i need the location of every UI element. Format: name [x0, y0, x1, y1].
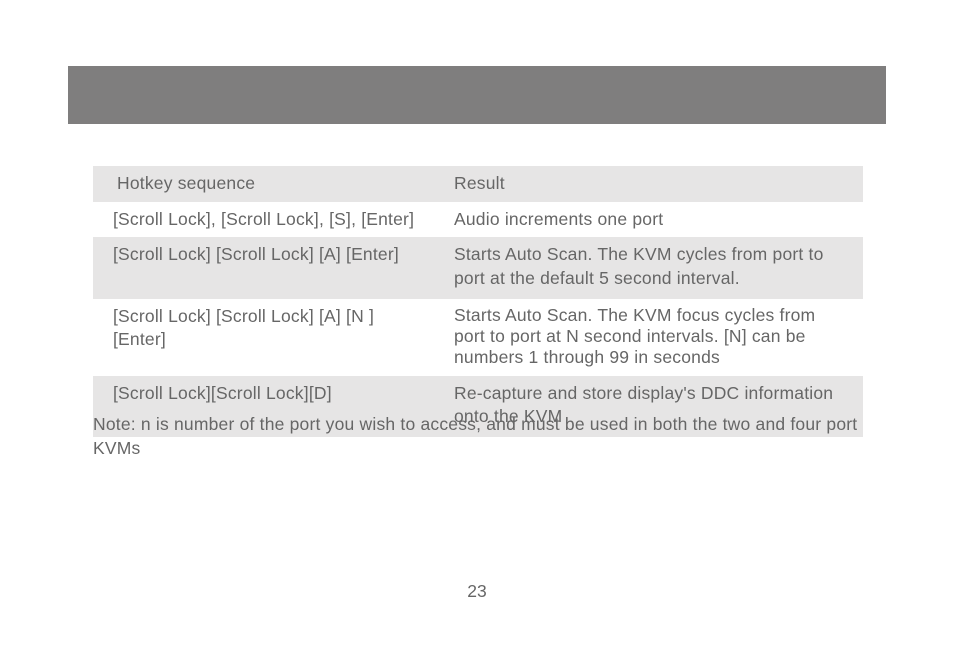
- hotkey-cell: [Scroll Lock] [Scroll Lock] [A] [N ] [En…: [93, 299, 444, 376]
- table-row: [Scroll Lock], [Scroll Lock], [S], [Ente…: [93, 202, 863, 238]
- result-cell: Starts Auto Scan. The KVM cycles from po…: [444, 237, 863, 298]
- page-number: 23: [0, 581, 954, 602]
- result-cell: Starts Auto Scan. The KVM focus cycles f…: [444, 299, 863, 376]
- hotkey-table: Hotkey sequence Result [Scroll Lock], [S…: [93, 166, 863, 437]
- note-text: Note: n is number of the port you wish t…: [93, 413, 863, 460]
- table-row: [Scroll Lock] [Scroll Lock] [A] [Enter] …: [93, 237, 863, 298]
- hotkey-cell: [Scroll Lock], [Scroll Lock], [S], [Ente…: [93, 202, 444, 238]
- table-header-row: Hotkey sequence Result: [93, 166, 863, 202]
- result-cell: Audio increments one port: [444, 202, 863, 238]
- table-header-hotkey: Hotkey sequence: [93, 166, 444, 202]
- table-row: [Scroll Lock] [Scroll Lock] [A] [N ] [En…: [93, 299, 863, 376]
- table-header-result: Result: [444, 166, 863, 202]
- hotkey-cell: [Scroll Lock] [Scroll Lock] [A] [Enter]: [93, 237, 444, 298]
- header-bar: [68, 66, 886, 124]
